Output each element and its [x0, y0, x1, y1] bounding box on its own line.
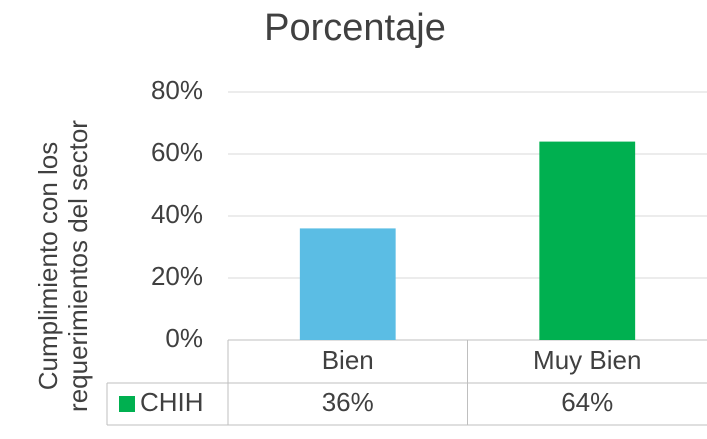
y-tick-label: 80%	[151, 75, 203, 105]
x-tick-label: Muy Bien	[533, 345, 641, 375]
bar	[539, 141, 636, 340]
y-tick-label: 40%	[151, 199, 203, 229]
table-value: 64%	[561, 387, 613, 417]
bar	[299, 228, 396, 340]
chart-title: Porcentaje	[264, 7, 446, 49]
y-axis-label: Cumplimiento con los requerimientos del …	[33, 120, 93, 412]
legend-label: CHIH	[140, 387, 204, 417]
table-value: 36%	[322, 387, 374, 417]
y-tick-label: 0%	[165, 323, 203, 353]
x-tick-label: Bien	[322, 345, 374, 375]
y-tick-label: 60%	[151, 137, 203, 167]
legend-key	[119, 396, 135, 412]
y-tick-label: 20%	[151, 261, 203, 291]
